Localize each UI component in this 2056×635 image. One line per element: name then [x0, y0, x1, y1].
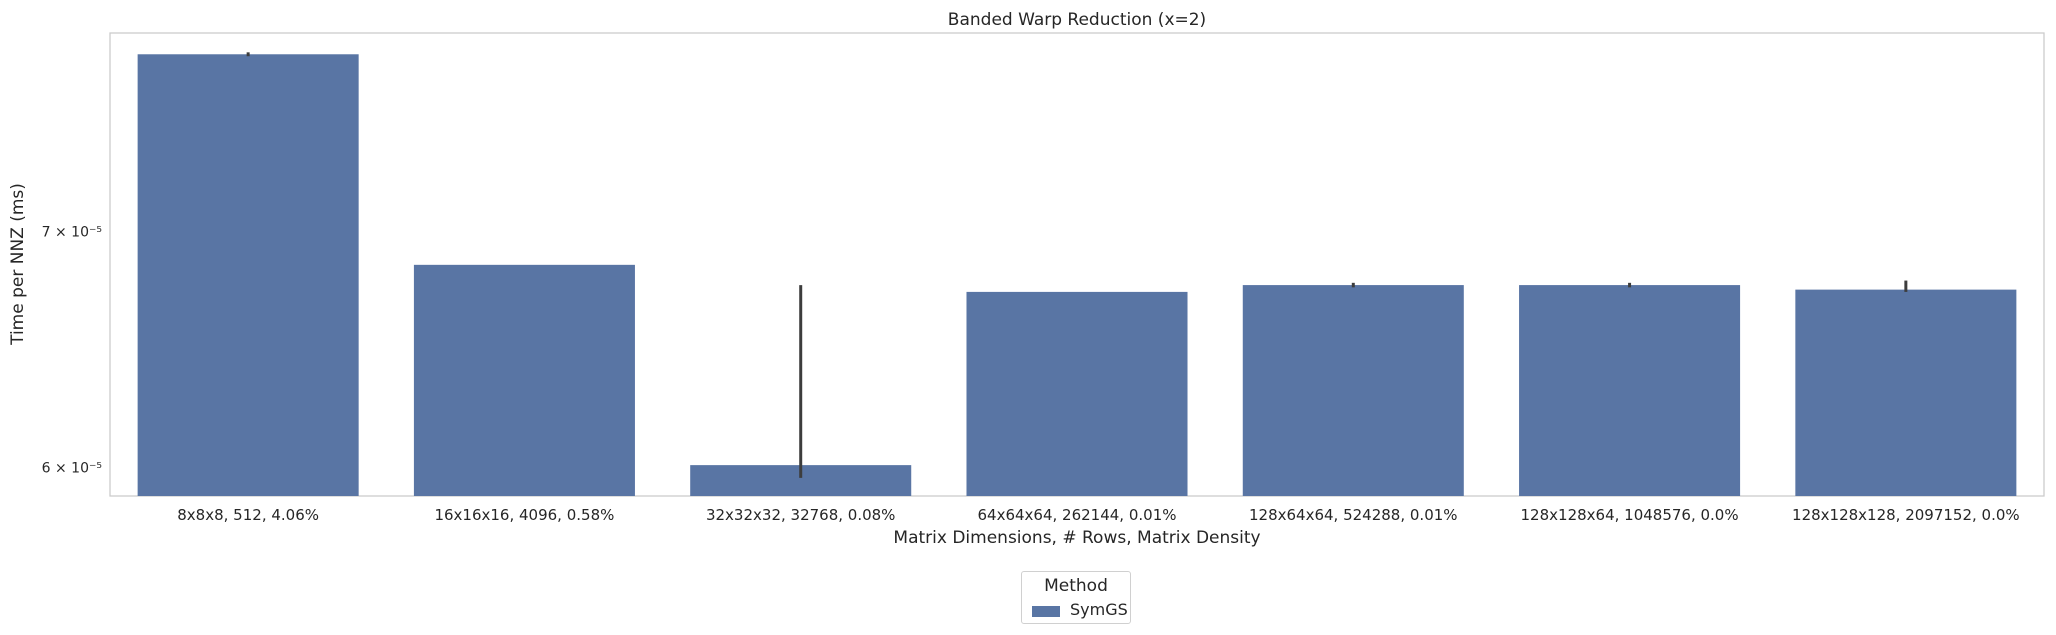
x-tick-labels: 8x8x8, 512, 4.06% 16x16x16, 4096, 0.58% 32… [177, 506, 2019, 524]
y-tick-labels: 6 × 10⁻⁵ 7 × 10⁻⁵ [42, 225, 102, 477]
x-tick-label-7: 128x128x128, 2097152, 0.0% [1792, 506, 2020, 524]
bar-6 [1519, 285, 1741, 496]
y-tick-label-1: 6 × 10⁻⁵ [42, 461, 102, 477]
bar-4 [966, 291, 1188, 496]
x-tick-label-6: 128x128x64, 1048576, 0.0% [1521, 506, 1739, 524]
bar-2 [413, 264, 635, 496]
chart-title: Banded Warp Reduction (x=2) [948, 10, 1206, 30]
legend: Method SymGS [1021, 571, 1131, 624]
error-bars-layer [246, 52, 1908, 478]
x-tick-label-5: 128x64x64, 524288, 0.01% [1249, 506, 1458, 524]
bars-layer [137, 54, 2017, 497]
legend-label-symgs: SymGS [1070, 600, 1128, 619]
bar-7 [1795, 289, 2017, 496]
y-axis-label: Time per NNZ (ms) [8, 183, 28, 346]
legend-swatch-symgs [1032, 606, 1060, 617]
bar-5 [1242, 285, 1464, 496]
legend-title: Method [1044, 576, 1108, 596]
y-tick-label-2: 7 × 10⁻⁵ [42, 225, 102, 241]
bar-1 [137, 54, 359, 497]
x-tick-label-3: 32x32x32, 32768, 0.08% [706, 506, 895, 524]
x-tick-label-4: 64x64x64, 262144, 0.01% [978, 506, 1177, 524]
x-tick-label-1: 8x8x8, 512, 4.06% [177, 506, 319, 524]
x-axis-label: Matrix Dimensions, # Rows, Matrix Densit… [893, 528, 1260, 548]
x-tick-label-2: 16x16x16, 4096, 0.58% [434, 506, 614, 524]
